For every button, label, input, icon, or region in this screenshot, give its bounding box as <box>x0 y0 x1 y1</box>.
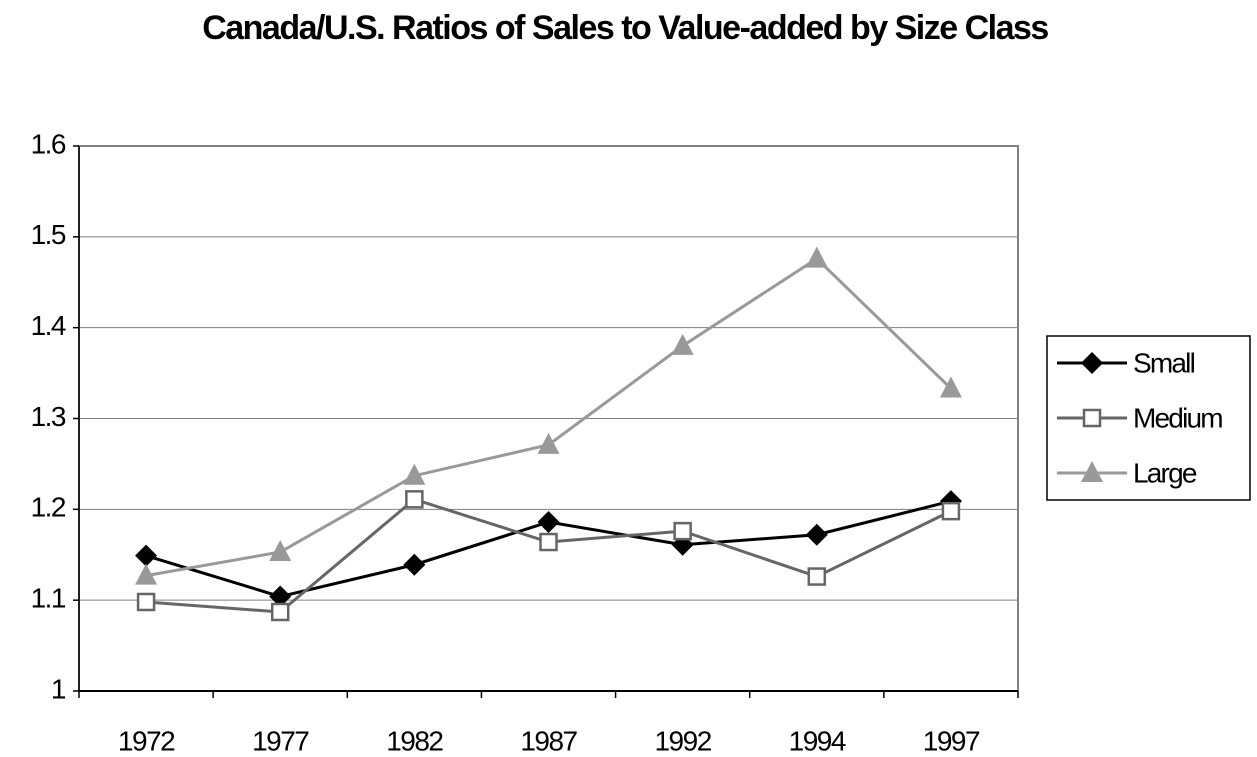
data-point <box>403 553 426 576</box>
data-point <box>671 333 694 355</box>
y-tick-label: 1.1 <box>31 583 66 614</box>
data-point <box>805 523 828 546</box>
legend-marker <box>1082 408 1102 428</box>
x-tick-label: 1992 <box>654 725 711 756</box>
data-point <box>405 490 424 509</box>
y-tick-label: 1.4 <box>31 310 66 341</box>
data-point <box>805 246 828 268</box>
data-point <box>807 567 827 586</box>
y-tick-label: 1.6 <box>31 128 66 159</box>
data-point <box>673 521 692 541</box>
x-tick-label: 1982 <box>386 725 443 756</box>
data-point <box>135 563 158 585</box>
y-tick-label: 1.5 <box>31 219 66 250</box>
data-point <box>136 592 156 612</box>
legend-label: Large <box>1133 457 1197 488</box>
data-point <box>270 602 290 622</box>
data-point <box>939 376 962 398</box>
data-point <box>537 432 560 454</box>
legend-marker <box>1081 352 1103 374</box>
data-point <box>269 585 292 608</box>
x-tick-label: 1987 <box>520 725 577 756</box>
legend-label: Small <box>1133 347 1195 378</box>
chart-title: Canada/U.S. Ratios of Sales to Value-add… <box>202 9 1048 47</box>
y-tick-label: 1.3 <box>31 401 66 432</box>
legend-marker <box>1081 461 1103 482</box>
data-point <box>269 540 292 562</box>
y-tick-label: 1.2 <box>31 492 66 523</box>
y-tick-label: 1 <box>51 673 66 704</box>
data-point <box>537 511 560 534</box>
data-point <box>539 532 558 552</box>
x-tick-label: 1972 <box>118 725 175 756</box>
legend-label: Medium <box>1133 402 1222 433</box>
x-tick-label: 1994 <box>789 725 846 756</box>
data-point <box>403 463 426 485</box>
data-point <box>135 544 158 567</box>
data-point <box>941 501 961 521</box>
x-tick-label: 1977 <box>252 725 309 756</box>
x-tick-label: 1997 <box>923 725 980 756</box>
